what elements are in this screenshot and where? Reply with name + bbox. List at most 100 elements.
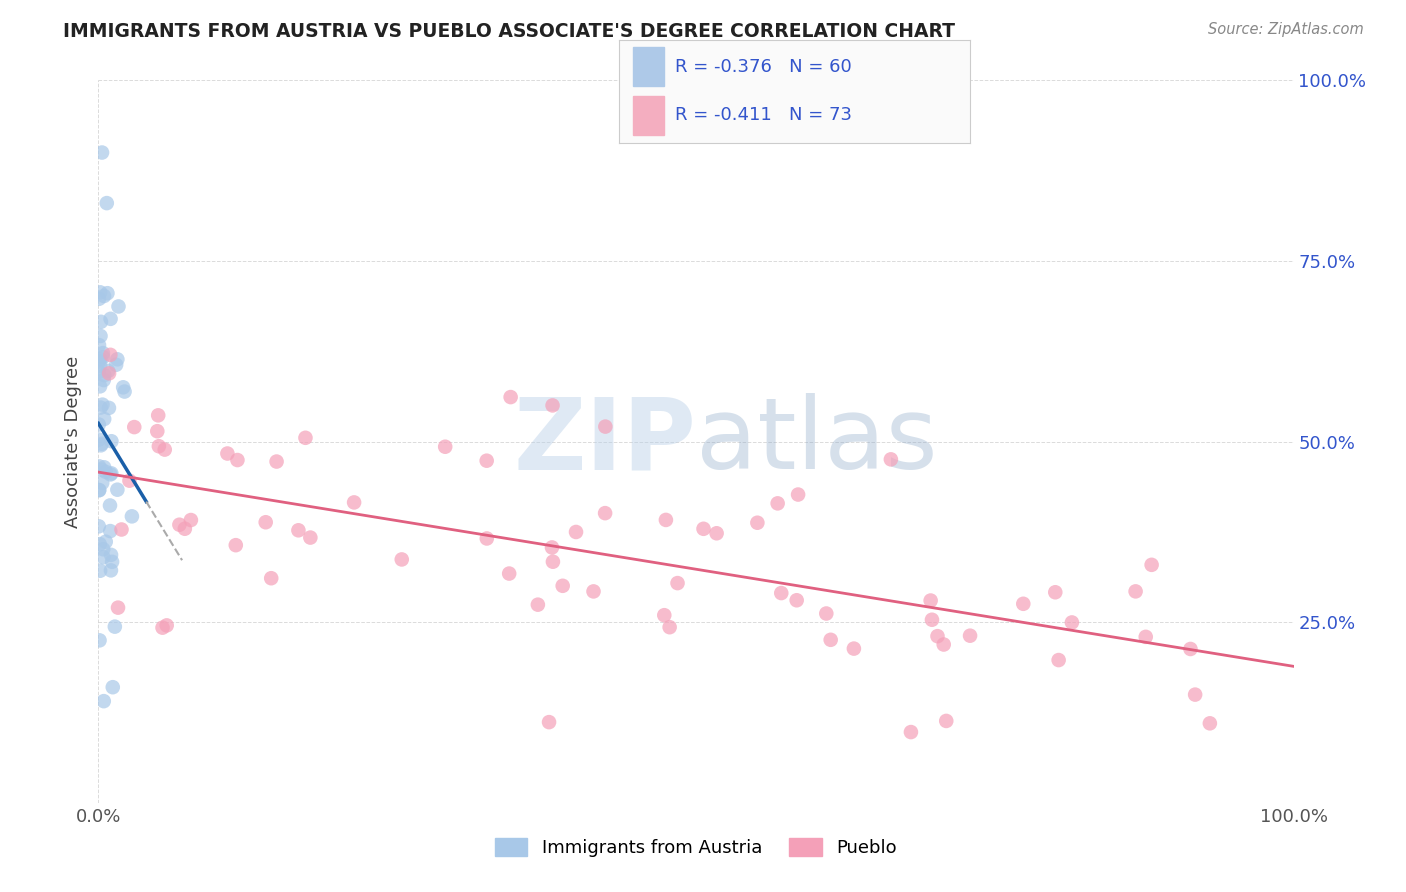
Pueblo bbox=[900, 725, 922, 739]
Pueblo bbox=[217, 446, 239, 460]
Pueblo bbox=[225, 538, 247, 552]
Pueblo bbox=[582, 584, 605, 599]
Text: R = -0.376   N = 60: R = -0.376 N = 60 bbox=[675, 58, 852, 76]
Pueblo bbox=[932, 638, 955, 652]
Pueblo bbox=[266, 454, 288, 468]
Immigrants from Austria bbox=[93, 460, 115, 475]
Pueblo bbox=[152, 621, 174, 635]
Immigrants from Austria bbox=[112, 380, 135, 394]
Immigrants from Austria bbox=[96, 196, 118, 211]
Immigrants from Austria bbox=[93, 289, 115, 303]
Immigrants from Austria bbox=[87, 354, 110, 368]
Pueblo bbox=[475, 453, 498, 467]
Pueblo bbox=[299, 531, 322, 545]
Text: R = -0.411   N = 73: R = -0.411 N = 73 bbox=[675, 106, 852, 124]
Text: ZIP: ZIP bbox=[513, 393, 696, 490]
Immigrants from Austria bbox=[87, 365, 110, 379]
Immigrants from Austria bbox=[98, 524, 121, 538]
Immigrants from Austria bbox=[89, 329, 111, 343]
Pueblo bbox=[787, 487, 810, 501]
Pueblo bbox=[565, 524, 588, 539]
Immigrants from Austria bbox=[100, 311, 122, 326]
Pueblo bbox=[287, 524, 309, 538]
Immigrants from Austria bbox=[100, 563, 122, 577]
Immigrants from Austria bbox=[114, 384, 136, 399]
Pueblo bbox=[1180, 642, 1202, 657]
Immigrants from Austria bbox=[89, 285, 111, 300]
Pueblo bbox=[527, 598, 550, 612]
Pueblo bbox=[1125, 584, 1147, 599]
Immigrants from Austria bbox=[91, 550, 114, 565]
Pueblo bbox=[118, 474, 141, 488]
Immigrants from Austria bbox=[93, 694, 115, 708]
Pueblo bbox=[537, 715, 560, 730]
Pueblo bbox=[343, 495, 366, 509]
Pueblo bbox=[706, 526, 728, 541]
Immigrants from Austria bbox=[98, 499, 121, 513]
Text: IMMIGRANTS FROM AUSTRIA VS PUEBLO ASSOCIATE'S DEGREE CORRELATION CHART: IMMIGRANTS FROM AUSTRIA VS PUEBLO ASSOCI… bbox=[63, 22, 955, 41]
Pueblo bbox=[110, 523, 132, 537]
Immigrants from Austria bbox=[97, 401, 120, 415]
Pueblo bbox=[766, 496, 789, 510]
Immigrants from Austria bbox=[96, 286, 118, 301]
Immigrants from Austria bbox=[91, 145, 114, 160]
Pueblo bbox=[595, 419, 617, 434]
Pueblo bbox=[498, 566, 520, 581]
Immigrants from Austria bbox=[89, 633, 111, 648]
Immigrants from Austria bbox=[93, 412, 115, 426]
Pueblo bbox=[124, 420, 146, 434]
Y-axis label: Associate's Degree: Associate's Degree bbox=[65, 355, 83, 528]
Bar bbox=[633, 47, 664, 87]
Pueblo bbox=[842, 641, 865, 656]
Pueblo bbox=[107, 600, 129, 615]
Pueblo bbox=[692, 522, 714, 536]
Immigrants from Austria bbox=[93, 373, 115, 387]
Immigrants from Austria bbox=[100, 467, 122, 481]
Pueblo bbox=[148, 439, 170, 453]
Pueblo bbox=[935, 714, 957, 728]
Pueblo bbox=[541, 541, 564, 555]
Immigrants from Austria bbox=[91, 475, 114, 490]
Pueblo bbox=[1135, 630, 1157, 644]
Pueblo bbox=[655, 513, 678, 527]
Pueblo bbox=[747, 516, 769, 530]
Immigrants from Austria bbox=[90, 463, 112, 477]
Immigrants from Austria bbox=[121, 509, 143, 524]
Pueblo bbox=[815, 607, 838, 621]
Pueblo bbox=[254, 515, 277, 529]
Pueblo bbox=[786, 593, 808, 607]
Pueblo bbox=[1047, 653, 1070, 667]
Pueblo bbox=[1199, 716, 1222, 731]
Immigrants from Austria bbox=[89, 564, 111, 578]
Immigrants from Austria bbox=[91, 398, 114, 412]
Immigrants from Austria bbox=[90, 438, 112, 452]
Pueblo bbox=[226, 453, 249, 467]
Immigrants from Austria bbox=[89, 483, 111, 497]
Immigrants from Austria bbox=[94, 465, 117, 479]
Pueblo bbox=[98, 348, 122, 362]
Legend: Immigrants from Austria, Pueblo: Immigrants from Austria, Pueblo bbox=[486, 829, 905, 866]
Pueblo bbox=[921, 613, 943, 627]
Pueblo bbox=[770, 586, 793, 600]
Immigrants from Austria bbox=[87, 338, 110, 352]
Immigrants from Austria bbox=[89, 537, 111, 551]
Immigrants from Austria bbox=[89, 379, 111, 393]
Immigrants from Austria bbox=[101, 555, 124, 569]
Immigrants from Austria bbox=[87, 417, 110, 432]
Pueblo bbox=[820, 632, 842, 647]
Pueblo bbox=[652, 608, 675, 623]
Pueblo bbox=[920, 593, 942, 607]
Immigrants from Austria bbox=[89, 459, 111, 474]
Pueblo bbox=[551, 579, 574, 593]
Immigrants from Austria bbox=[104, 620, 127, 634]
Pueblo bbox=[434, 440, 457, 454]
Immigrants from Austria bbox=[97, 364, 120, 378]
Immigrants from Austria bbox=[101, 680, 124, 694]
Pueblo bbox=[294, 431, 316, 445]
Immigrants from Austria bbox=[105, 352, 128, 367]
Immigrants from Austria bbox=[89, 359, 111, 373]
Immigrants from Austria bbox=[90, 315, 112, 329]
Immigrants from Austria bbox=[91, 346, 114, 360]
Immigrants from Austria bbox=[100, 434, 122, 449]
Pueblo bbox=[148, 409, 170, 423]
